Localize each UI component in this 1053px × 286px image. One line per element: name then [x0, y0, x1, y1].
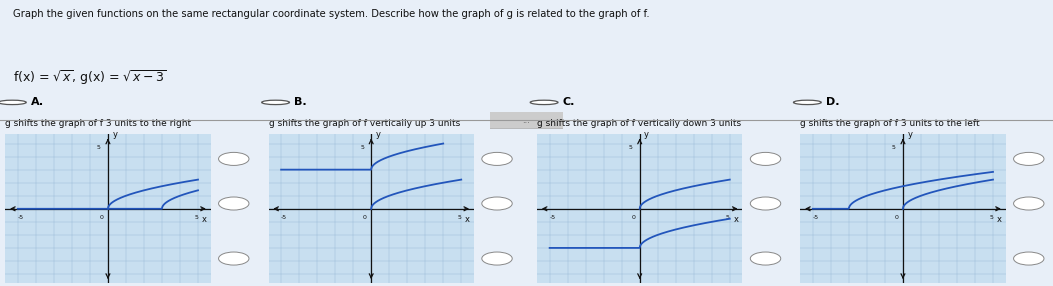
Text: Graph the given functions on the same rectangular coordinate system. Describe ho: Graph the given functions on the same re… [13, 9, 650, 19]
Text: g shifts the graph of f vertically up 3 units: g shifts the graph of f vertically up 3 … [269, 119, 460, 128]
Text: y: y [644, 130, 650, 139]
Text: 5: 5 [892, 145, 896, 150]
Text: g shifts the graph of f 3 units to the left: g shifts the graph of f 3 units to the l… [800, 119, 980, 128]
Text: -5: -5 [281, 215, 286, 220]
Text: Q: Q [762, 154, 769, 162]
Text: ↗: ↗ [761, 254, 770, 263]
Text: 5: 5 [97, 145, 101, 150]
Text: x: x [997, 215, 1001, 224]
Text: Q: Q [494, 154, 500, 162]
Circle shape [219, 197, 249, 210]
Text: D.: D. [826, 98, 839, 107]
Text: y: y [113, 130, 118, 139]
Text: ↗: ↗ [230, 254, 238, 263]
Circle shape [1014, 252, 1044, 265]
Text: B.: B. [294, 98, 306, 107]
Text: -5: -5 [550, 215, 555, 220]
Text: 0: 0 [895, 215, 898, 220]
Circle shape [482, 152, 512, 165]
Circle shape [1014, 197, 1044, 210]
Text: -5: -5 [813, 215, 818, 220]
Circle shape [794, 100, 821, 105]
Circle shape [482, 197, 512, 210]
Text: y: y [908, 130, 913, 139]
Circle shape [219, 152, 249, 165]
Text: 5: 5 [629, 145, 633, 150]
Circle shape [1014, 152, 1044, 165]
Text: Q: Q [1026, 198, 1032, 207]
Text: x: x [734, 215, 738, 224]
Text: Q: Q [231, 154, 237, 162]
Text: 0: 0 [363, 215, 366, 220]
Text: ↗: ↗ [1025, 254, 1033, 263]
Text: A.: A. [31, 98, 43, 107]
Circle shape [531, 100, 558, 105]
Text: 5: 5 [194, 215, 198, 220]
Text: y: y [376, 130, 381, 139]
Text: 5: 5 [457, 215, 461, 220]
Text: 0: 0 [100, 215, 103, 220]
Text: Q: Q [231, 198, 237, 207]
Circle shape [262, 100, 290, 105]
Circle shape [482, 252, 512, 265]
Text: Q: Q [1026, 154, 1032, 162]
Text: g shifts the graph of f vertically down 3 units: g shifts the graph of f vertically down … [537, 119, 741, 128]
Text: ↗: ↗ [493, 254, 501, 263]
Text: g shifts the graph of f 3 units to the right: g shifts the graph of f 3 units to the r… [5, 119, 192, 128]
Circle shape [751, 197, 780, 210]
Text: 5: 5 [989, 215, 993, 220]
Circle shape [751, 252, 780, 265]
Text: 0: 0 [632, 215, 635, 220]
Text: 5: 5 [360, 145, 364, 150]
Text: C.: C. [562, 98, 575, 107]
Circle shape [0, 100, 26, 105]
Circle shape [751, 152, 780, 165]
Text: Q: Q [762, 198, 769, 207]
FancyBboxPatch shape [486, 112, 568, 129]
Text: x: x [465, 215, 470, 224]
Text: Q: Q [494, 198, 500, 207]
Text: f(x) = $\sqrt{x}$, g(x) = $\sqrt{x-3}$: f(x) = $\sqrt{x}$, g(x) = $\sqrt{x-3}$ [13, 69, 166, 88]
Text: -5: -5 [18, 215, 23, 220]
Text: ...: ... [522, 116, 531, 125]
Text: 5: 5 [726, 215, 730, 220]
Text: x: x [202, 215, 206, 224]
Circle shape [219, 252, 249, 265]
